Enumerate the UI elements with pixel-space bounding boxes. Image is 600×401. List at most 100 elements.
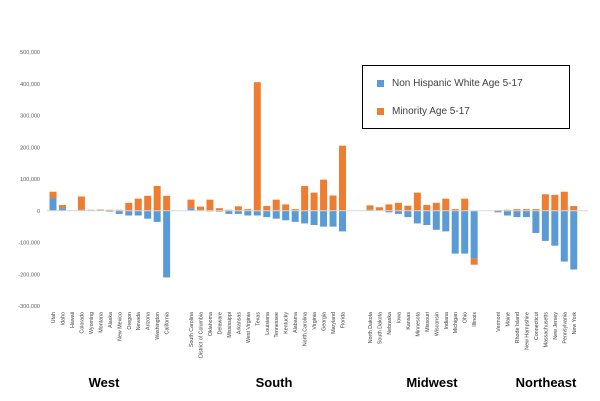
- bar-minority-south-dakota: [375, 207, 383, 211]
- x-tick-label: Virginia: [312, 312, 318, 330]
- bar-minority-minnesota: [413, 192, 421, 211]
- bar-minority-oregon: [125, 202, 133, 211]
- x-tick-label: New Mexico: [117, 312, 123, 341]
- bar-white-washington: [153, 210, 161, 222]
- bar-minority-utah: [49, 191, 57, 199]
- bar-white-arizona: [144, 210, 152, 219]
- bar-minority-oklahoma: [206, 199, 214, 211]
- bar-white-georgia: [320, 210, 328, 227]
- bar-white-kentucky: [282, 210, 290, 221]
- x-tick-label: Arizona: [146, 312, 152, 330]
- x-tick-label: Georgia: [322, 312, 328, 331]
- bar-white-north-carolina: [301, 210, 309, 224]
- x-tick-label: Colorado: [79, 312, 85, 334]
- x-tick-label: New Hampshire: [524, 312, 530, 350]
- bar-minority-north-dakota: [366, 205, 374, 210]
- bar-minority-nebraska: [385, 204, 393, 211]
- region-label-midwest: Midwest: [406, 375, 458, 390]
- bar-minority-north-carolina: [301, 185, 309, 211]
- bar-minority-rhode-island: [513, 209, 521, 211]
- x-tick-label: California: [165, 312, 171, 334]
- x-tick-label: Arkansas: [236, 312, 242, 334]
- bar-minority-new-york: [570, 205, 578, 211]
- bar-minority-new-hampshire: [522, 209, 530, 211]
- x-tick-label: Nevada: [136, 312, 142, 330]
- bar-minority-ohio: [461, 198, 469, 211]
- bar-minority-tennessee: [272, 199, 280, 211]
- bar-minority-colorado: [77, 196, 85, 210]
- bar-minority-alabama: [291, 209, 299, 211]
- x-tick-label: Nebraska: [387, 312, 393, 335]
- bar-white-indiana: [442, 210, 450, 232]
- x-tick-label: New York: [572, 312, 578, 335]
- x-tick-label: Missouri: [425, 312, 431, 332]
- bar-white-connecticut: [532, 210, 540, 233]
- bar-white-louisiana: [263, 210, 271, 218]
- bar-minority-washington: [153, 185, 161, 211]
- bar-white-alabama: [291, 210, 299, 222]
- legend-swatch-minority: [377, 108, 384, 115]
- bar-minority-georgia: [320, 179, 328, 211]
- bar-minority-arkansas: [234, 206, 242, 211]
- x-tick-label: District of Columbia: [198, 312, 204, 358]
- bar-white-maryland: [329, 210, 337, 227]
- bar-minority-connecticut: [532, 209, 540, 211]
- bar-minority-massachusetts: [541, 194, 549, 211]
- bar-white-illinois: [470, 210, 478, 259]
- x-tick-label: Washington: [155, 312, 161, 340]
- x-tick-label: Wisconsin: [434, 312, 440, 336]
- bar-white-idaho: [58, 208, 66, 211]
- x-tick-label: Rhode Island: [515, 312, 521, 343]
- x-tick-label: Kansas: [406, 312, 412, 330]
- bar-white-nebraska: [385, 210, 393, 213]
- bar-white-iowa: [394, 210, 402, 214]
- bar-white-mississippi: [225, 210, 233, 214]
- bar-minority-pennsylvania: [560, 191, 568, 211]
- x-tick-label: Texas: [255, 312, 261, 326]
- y-tick-label: -100,000: [18, 241, 40, 247]
- x-tick-label: Florida: [341, 312, 347, 328]
- y-tick-label: 0: [37, 209, 40, 215]
- x-tick-label: Vermont: [496, 311, 502, 331]
- bar-minority-kansas: [404, 205, 412, 211]
- y-tick-label: 300,000: [20, 114, 40, 120]
- x-tick-label: Connecticut: [534, 311, 540, 339]
- bar-minority-texas: [253, 82, 261, 211]
- bar-minority-kentucky: [282, 204, 290, 211]
- x-tick-label: Indiana: [444, 312, 450, 329]
- bar-minority-indiana: [442, 198, 450, 211]
- x-tick-label: South Dakota: [377, 312, 383, 344]
- x-tick-label: Massachusetts: [543, 312, 549, 348]
- bar-minority-idaho: [58, 205, 66, 209]
- bar-white-kansas: [404, 210, 412, 218]
- region-label-south: South: [255, 375, 293, 390]
- bar-white-south-carolina: [187, 208, 195, 211]
- bar-white-new-hampshire: [522, 210, 530, 218]
- bar-white-missouri: [423, 210, 431, 226]
- bar-white-tennessee: [272, 210, 280, 219]
- x-tick-label: Alabama: [293, 312, 299, 333]
- y-tick-label: 100,000: [20, 177, 40, 183]
- x-tick-label: Tennessee: [274, 312, 280, 338]
- bar-white-oregon: [125, 210, 133, 216]
- y-tick-label: 400,000: [20, 82, 40, 88]
- bar-minority-louisiana: [263, 205, 271, 211]
- bar-minority-illinois: [470, 258, 478, 265]
- bar-minority-iowa: [394, 202, 402, 211]
- x-tick-label: South Carolina: [189, 312, 195, 347]
- x-tick-label: Iowa: [396, 312, 402, 323]
- bar-white-california: [163, 210, 171, 278]
- x-tick-label: New Jersey: [553, 312, 559, 340]
- legend-item-white: Non Hispanic White Age 5-17: [377, 78, 523, 89]
- bar-minority-south-carolina: [187, 199, 195, 209]
- bar-white-pennsylvania: [560, 210, 568, 262]
- x-tick-label: Oregon: [127, 312, 133, 330]
- bar-minority-wisconsin: [432, 202, 440, 211]
- x-tick-label: Michigan: [453, 312, 459, 333]
- bar-minority-west-virginia: [244, 209, 252, 211]
- x-tick-label: Louisiana: [265, 312, 271, 335]
- x-tick-label: Mississippi: [227, 312, 233, 338]
- bar-white-nevada: [134, 210, 142, 216]
